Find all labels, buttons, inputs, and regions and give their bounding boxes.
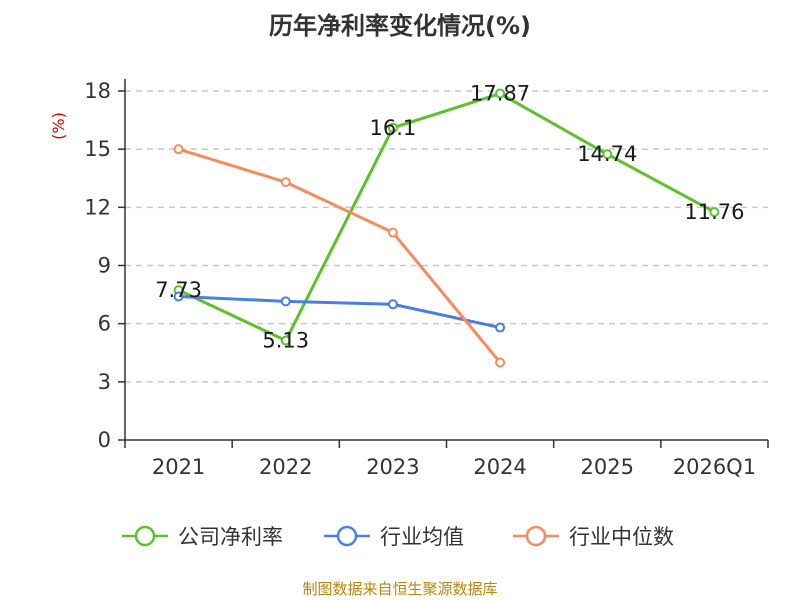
series-layer: 7.73 5.13 16.1 17.87 14.74 11.76 <box>155 82 744 368</box>
data-point <box>495 357 506 368</box>
data-point <box>495 322 506 333</box>
data-point <box>280 177 291 188</box>
x-tick-label: 2021 <box>152 455 205 479</box>
chart-title: 历年净利率变化情况(%) <box>269 12 531 40</box>
x-tick-label: 2022 <box>259 455 312 479</box>
data-label: 5.13 <box>262 329 309 353</box>
data-point <box>173 291 184 302</box>
footer-source: 制图数据来自恒生聚源数据库 <box>302 580 498 598</box>
data-label: 16.1 <box>370 116 417 140</box>
data-point <box>602 149 613 160</box>
data-point <box>387 227 398 238</box>
legend-marker <box>336 525 358 547</box>
x-tick-label: 2025 <box>581 455 634 479</box>
y-tick-label: 9 <box>98 254 111 278</box>
data-label: 11.76 <box>684 200 744 224</box>
x-tick-label: 2024 <box>473 455 526 479</box>
data-point <box>709 206 720 217</box>
y-tick-label: 6 <box>98 312 111 336</box>
data-point <box>387 122 398 133</box>
legend-marker <box>525 525 547 547</box>
axes: 0 3 6 9 12 15 18 2021 2022 2023 2024 2025 2026Q1 <box>84 79 769 479</box>
y-tick-label: 12 <box>84 195 111 219</box>
legend-label: 行业均值 <box>380 525 464 549</box>
data-label: 14.74 <box>577 142 637 166</box>
y-tick-label: 0 <box>98 428 111 452</box>
data-point <box>495 88 506 99</box>
data-point <box>387 299 398 310</box>
data-label: 7.73 <box>155 278 202 302</box>
y-tick-label: 15 <box>84 137 111 161</box>
series-line-0 <box>177 92 716 343</box>
y-tick-label: 18 <box>84 79 111 103</box>
data-point <box>173 144 184 155</box>
x-tick-label: 2023 <box>366 455 419 479</box>
series-line-2 <box>178 147 502 364</box>
data-point <box>280 335 291 346</box>
legend: 公司净利率 行业均值 行业中位数 <box>122 525 674 549</box>
y-tick-label: 3 <box>98 370 111 394</box>
legend-label: 行业中位数 <box>569 525 674 549</box>
series-line-1 <box>178 295 501 330</box>
legend-marker <box>134 525 156 547</box>
x-tick-label: 2026Q1 <box>673 455 756 479</box>
data-point <box>280 296 291 307</box>
legend-label: 公司净利率 <box>178 525 283 549</box>
data-label: 17.87 <box>470 82 530 106</box>
grid-lines <box>125 90 768 383</box>
y-axis-label: (%) <box>49 112 68 140</box>
